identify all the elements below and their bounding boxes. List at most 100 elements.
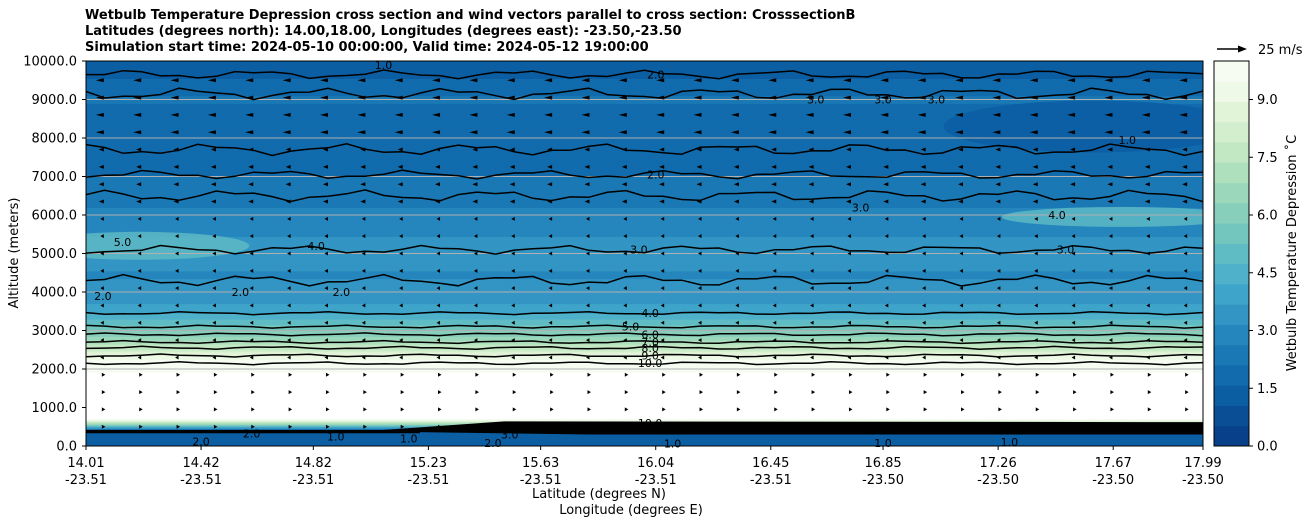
wind-vector [995, 164, 1001, 169]
field-band [86, 118, 1203, 122]
wind-vector [1182, 182, 1188, 187]
field-band [86, 218, 1203, 222]
wind-vector [324, 286, 328, 291]
wind-vector [961, 372, 965, 377]
wind-vector [696, 182, 702, 187]
field-band [86, 295, 1203, 299]
wind-vector [922, 268, 926, 273]
wind-vector [287, 286, 291, 291]
wind-vector [1029, 130, 1038, 135]
wind-vector [394, 78, 403, 83]
field-band [86, 224, 1203, 228]
wind-vector [175, 303, 179, 308]
wind-vector [325, 424, 330, 429]
field-band [86, 130, 1203, 133]
wind-vector [698, 303, 702, 308]
wind-vector [955, 130, 964, 135]
wind-vector [319, 130, 328, 135]
field-band [86, 326, 1203, 330]
contour-label: 10.0 [638, 417, 663, 430]
wind-vector [288, 390, 293, 395]
wind-vector [1147, 390, 1152, 395]
wind-vector [287, 251, 291, 256]
wind-vector [992, 130, 1001, 135]
wind-vector [325, 407, 330, 412]
field-band [86, 166, 1203, 170]
contour-label: 2.0 [243, 428, 261, 441]
wind-vector [1104, 130, 1113, 135]
field-patch [943, 100, 1203, 153]
wind-vector [101, 424, 106, 429]
wind-vector [511, 286, 515, 291]
wind-vector [435, 199, 441, 204]
wind-vector [473, 355, 478, 360]
wind-vector [992, 112, 1001, 117]
wind-vector [547, 164, 553, 169]
x-axis-label-longitude: Longitude (degrees E) [559, 503, 703, 518]
wind-vector [1034, 303, 1038, 308]
wind-vector [698, 338, 702, 343]
field-band [86, 215, 1203, 218]
field-band [86, 351, 1203, 355]
wind-vector [101, 390, 106, 395]
wind-vector [394, 112, 403, 117]
wind-vector [810, 355, 814, 360]
wind-vector [139, 390, 143, 395]
contour-label: 3.0 [852, 201, 870, 214]
field-band [86, 155, 1203, 158]
x-tick-latitude: 17.99 [1184, 456, 1221, 471]
wind-vector [472, 182, 478, 187]
colorbar-segment [1214, 364, 1249, 386]
wind-vector [884, 268, 889, 273]
wind-vector [585, 251, 590, 256]
wind-vector [170, 112, 179, 117]
contour-label: 1.0 [1001, 436, 1019, 449]
wind-vector [399, 234, 403, 239]
x-tick-latitude: 15.63 [522, 456, 559, 471]
wind-vector [621, 164, 627, 169]
wind-vector [432, 112, 441, 117]
wind-vector [287, 320, 291, 325]
wind-vector [100, 303, 104, 308]
wind-vector [884, 286, 889, 291]
contour-label: 2.0 [333, 286, 351, 299]
wind-vector [656, 95, 665, 100]
field-band [86, 124, 1203, 128]
wind-vector [100, 355, 104, 360]
wind-vector [1185, 390, 1189, 395]
wind-vector [249, 234, 254, 239]
wind-vector [772, 251, 777, 256]
field-band [86, 222, 1203, 226]
wind-vector [772, 286, 777, 291]
wind-vector [774, 390, 778, 395]
field-band [86, 357, 1203, 360]
wind-vector [1071, 286, 1076, 291]
wind-vector [996, 338, 1001, 343]
wind-vector [847, 251, 851, 256]
wind-vector [210, 147, 216, 152]
wind-vector [735, 268, 739, 273]
wind-vector [805, 130, 814, 135]
wind-vector [212, 303, 216, 308]
field-band [86, 141, 1203, 145]
wind-vector [170, 78, 179, 83]
wind-vector [696, 147, 702, 152]
wind-vector [920, 164, 926, 169]
contour-label: 1.0 [664, 438, 682, 451]
wind-vector [509, 182, 515, 187]
contour-label: 3.0 [1057, 244, 1075, 257]
wind-vector [621, 147, 627, 152]
wind-vector [883, 182, 889, 187]
field-band [86, 282, 1203, 285]
contour-line [86, 69, 1203, 80]
contour-label: 1.0 [400, 432, 418, 445]
wind-vector [693, 112, 702, 117]
wind-vector [213, 424, 218, 429]
wind-vector [811, 407, 816, 412]
field-band [86, 297, 1203, 301]
wind-vector [245, 130, 254, 135]
wind-vector [698, 355, 702, 360]
colorbar-frame [1213, 60, 1250, 447]
wind-vector [1108, 251, 1113, 256]
x-tick-longitude: -23.51 [65, 473, 107, 488]
